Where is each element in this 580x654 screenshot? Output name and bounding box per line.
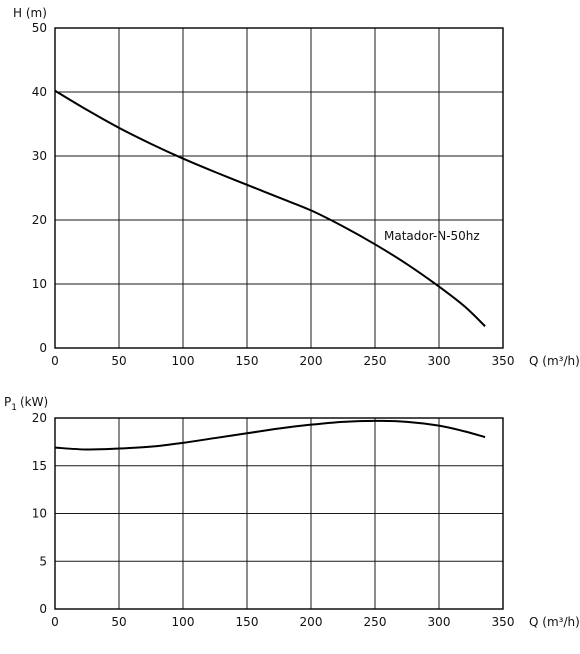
power-xtick-label: 0 (51, 615, 59, 629)
head-ytick-label: 20 (32, 213, 47, 227)
power-xtick-label: 150 (236, 615, 259, 629)
power-ytick-label: 5 (39, 554, 47, 568)
power-ytick-label: 15 (32, 459, 47, 473)
power-xtick-label: 100 (172, 615, 195, 629)
head-ytick-label: 40 (32, 85, 47, 99)
head-xtick-label: 250 (364, 354, 387, 368)
head-ytick-label: 10 (32, 277, 47, 291)
power-ytick-label: 0 (39, 602, 47, 616)
head-xtick-label: 150 (236, 354, 259, 368)
head-xtick-label: 100 (172, 354, 195, 368)
head-xtick-label: 350 (492, 354, 515, 368)
head-xtick-label: 300 (428, 354, 451, 368)
power-xtick-label: 300 (428, 615, 451, 629)
power-ytick-label: 10 (32, 507, 47, 521)
power-xtick-label: 250 (364, 615, 387, 629)
power-xtick-label: 200 (300, 615, 323, 629)
power-xtick-label: 50 (111, 615, 126, 629)
head-y-axis-title: H (m) (13, 6, 47, 20)
head-plot-frame (54, 27, 504, 349)
head-curve-line (54, 89, 486, 327)
head-x-axis-title: Q (m³/h) (529, 354, 580, 368)
head-ytick-label: 30 (32, 149, 47, 163)
head-ytick-label: 50 (32, 21, 47, 35)
power-y-axis-title: P1 (kW) (4, 395, 48, 413)
head-series-label: Matador-N-50hz (384, 229, 480, 243)
power-ytick-label: 20 (32, 411, 47, 425)
power-plot-frame (54, 417, 504, 610)
power-curve-line (54, 419, 486, 451)
head-xtick-label: 200 (300, 354, 323, 368)
head-xtick-label: 0 (51, 354, 59, 368)
power-x-axis-title: Q (m³/h) (529, 615, 580, 629)
power-xtick-label: 350 (492, 615, 515, 629)
head-xtick-label: 50 (111, 354, 126, 368)
head-ytick-label: 0 (39, 341, 47, 355)
